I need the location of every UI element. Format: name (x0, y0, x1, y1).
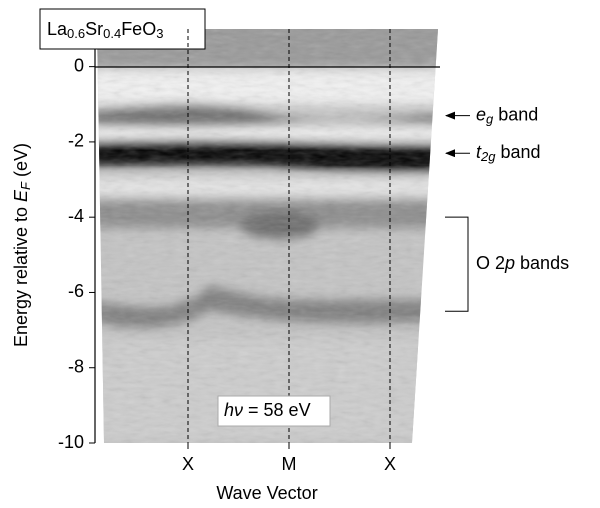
x-axis-label: Wave Vector (216, 483, 317, 503)
text-segment: band (495, 142, 540, 162)
text-segment: band (493, 104, 538, 124)
y-tick-label: -4 (68, 206, 84, 226)
annotation-box (217, 395, 331, 427)
text-segment: e (476, 104, 486, 124)
annotation: hν = 58 eV (224, 400, 311, 420)
annotation: t2g band (476, 142, 541, 165)
x-tick-label: M (282, 454, 297, 474)
text-segment: g (486, 112, 494, 127)
y-tick-label: -8 (68, 356, 84, 376)
bracket (445, 216, 469, 312)
text-segment: h (224, 400, 234, 420)
text-segment: bands (515, 253, 569, 273)
annotation: O 2p bands (476, 253, 569, 273)
title-box (39, 8, 206, 50)
chart-title: La0.6Sr0.4FeO3 (47, 19, 163, 42)
text-segment: p (504, 253, 515, 273)
text-segment: E (11, 189, 31, 202)
text-segment: 0.4 (103, 26, 121, 41)
text-segment: 2g (480, 150, 496, 165)
y-tick-label: -2 (68, 131, 84, 151)
y-tick-label: 0 (74, 55, 84, 75)
y-axis-label: Energy relative to EF (eV) (11, 143, 34, 347)
text-segment: Sr (85, 19, 103, 39)
text-segment: 0.6 (67, 26, 85, 41)
text-segment: t (476, 142, 482, 162)
text-segment: 3 (156, 26, 163, 41)
y-tick-label: -10 (58, 432, 84, 452)
text-segment: F (18, 181, 33, 190)
text-segment: O 2 (476, 253, 505, 273)
text-segment: Energy relative to (11, 202, 31, 347)
annotation: eg band (476, 104, 538, 127)
text-segment: = 58 eV (243, 400, 311, 420)
text-segment: La (47, 19, 68, 39)
y-tick-label: -6 (68, 281, 84, 301)
text-segment: ν (234, 400, 243, 420)
text-segment: (eV) (11, 143, 31, 182)
text-segment: FeO (121, 19, 156, 39)
x-tick-label: X (384, 454, 396, 474)
x-tick-label: X (182, 454, 194, 474)
intensity-image (97, 29, 438, 443)
